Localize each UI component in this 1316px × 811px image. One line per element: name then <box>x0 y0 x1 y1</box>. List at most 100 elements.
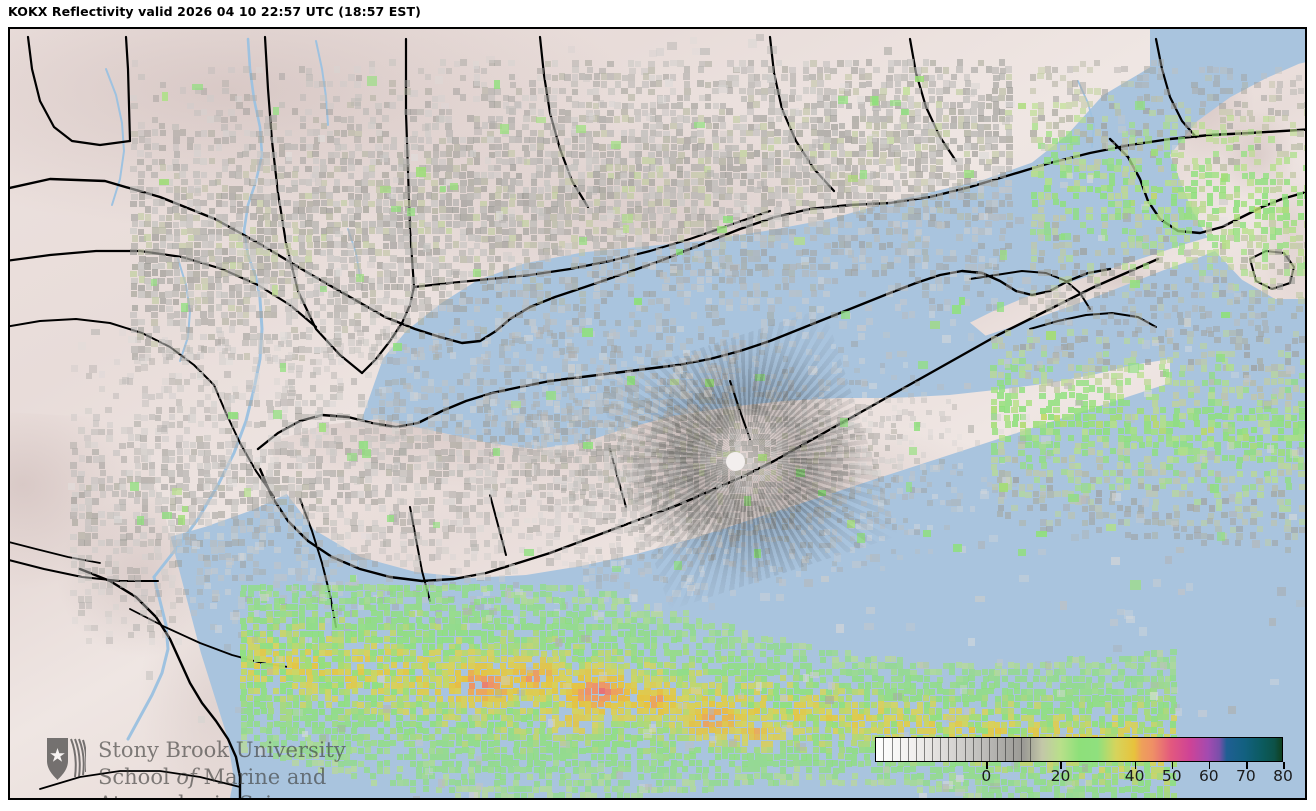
reflectivity-pixel <box>529 136 536 144</box>
reflectivity-pixel <box>263 151 270 159</box>
reflectivity-pixel <box>259 568 266 576</box>
reflectivity-pixel <box>222 276 229 283</box>
reflectivity-pixel <box>991 165 999 173</box>
reflectivity-pixel <box>539 483 546 491</box>
reflectivity-pixel <box>334 318 341 325</box>
reflectivity-pixel <box>760 123 767 130</box>
reflectivity-pixel <box>242 206 250 213</box>
reflectivity-pixel <box>648 186 656 194</box>
reflectivity-pixel <box>396 151 404 159</box>
reflectivity-pixel <box>718 115 725 123</box>
reflectivity-pixel <box>162 378 169 385</box>
reflectivity-pixel <box>141 386 149 393</box>
reflectivity-pixel <box>368 179 375 187</box>
reflectivity-pixel <box>357 525 365 532</box>
reflectivity-pixel <box>85 372 93 380</box>
reflectivity-pixel <box>831 262 838 269</box>
reflectivity-pixel <box>204 560 211 567</box>
reflectivity-pixel <box>334 165 341 172</box>
reflectivity-pixel <box>718 318 726 325</box>
reflectivity-pixel <box>712 241 719 248</box>
reflectivity-pixel <box>193 214 200 222</box>
reflectivity-pixel <box>221 124 228 131</box>
reflectivity-pixel <box>382 263 389 270</box>
reflectivity-pixel <box>880 263 888 270</box>
reflectivity-pixel <box>781 242 788 249</box>
reflectivity-pixel <box>823 94 830 101</box>
reflectivity-pixel <box>645 567 652 575</box>
reflectivity-pixel <box>277 172 284 180</box>
reflectivity-pixel <box>684 88 691 95</box>
reflectivity-pixel <box>154 476 162 484</box>
reflectivity-pixel <box>439 213 447 221</box>
reflectivity-pixel <box>336 413 343 420</box>
reflectivity-pixel <box>705 311 713 319</box>
reflectivity-pixel <box>215 291 223 298</box>
reflectivity-pixel <box>245 448 252 455</box>
reflectivity-pixel <box>348 332 355 339</box>
reflectivity-pixel <box>196 588 203 596</box>
reflectivity-pixel <box>956 144 963 151</box>
reflectivity-pixel <box>606 270 614 277</box>
reflectivity-pixel <box>901 179 909 186</box>
reflectivity-pixel <box>579 305 587 313</box>
reflectivity-pixel <box>907 143 914 150</box>
reflectivity-pixel <box>180 228 188 236</box>
radar-map[interactable]: Stony Brook University School of Marine … <box>8 27 1307 800</box>
reflectivity-pixel <box>495 122 502 129</box>
reflectivity-pixel <box>221 220 229 228</box>
reflectivity-pixel <box>921 81 929 88</box>
reflectivity-pixel <box>130 200 137 208</box>
reflectivity-pixel <box>431 193 438 200</box>
reflectivity-pixel <box>592 157 599 164</box>
reflectivity-pixel <box>362 165 370 173</box>
reflectivity-pixel <box>509 164 516 171</box>
reflectivity-pixel <box>495 277 503 284</box>
reflectivity-pixel <box>285 256 293 263</box>
reflectivity-pixel <box>270 199 278 206</box>
reflectivity-pixel <box>201 318 208 325</box>
reflectivity-pixel <box>154 442 161 450</box>
reflectivity-pixel <box>312 157 320 165</box>
reflectivity-pixel <box>432 123 439 130</box>
reflectivity-pixel <box>246 399 253 407</box>
reflectivity-pixel <box>474 227 482 234</box>
reflectivity-pixel <box>498 351 506 358</box>
reflectivity-pixel <box>404 186 412 193</box>
reflectivity-pixel <box>235 305 242 313</box>
reflectivity-pixel <box>285 298 293 306</box>
reflectivity-pixel <box>263 277 270 284</box>
reflectivity-pixel <box>390 242 397 249</box>
reflectivity-pixel <box>417 136 425 144</box>
reflectivity-pixel <box>880 213 887 221</box>
reflectivity-pixel <box>635 346 642 353</box>
reflectivity-pixel <box>414 518 421 526</box>
reflectivity-pixel <box>872 150 880 158</box>
reflectivity-pixel <box>725 81 733 88</box>
reflectivity-pixel <box>655 235 663 243</box>
reflectivity-pixel <box>872 109 880 117</box>
reflectivity-pixel <box>544 193 552 200</box>
reflectivity-pixel <box>817 136 825 143</box>
reflectivity-pixel <box>844 89 851 96</box>
reflectivity-pixel <box>127 434 135 441</box>
reflectivity-pixel <box>176 448 184 455</box>
reflectivity-pixel <box>977 269 985 276</box>
reflectivity-pixel <box>473 66 480 73</box>
reflectivity-pixel <box>914 123 921 131</box>
reflectivity-pixel <box>558 306 565 313</box>
reflectivity-pixel <box>902 362 909 368</box>
reflectivity-pixel <box>613 242 620 249</box>
reflectivity-pixel <box>285 340 293 347</box>
reflectivity-pixel <box>515 130 523 137</box>
reflectivity-pixel <box>628 151 636 158</box>
reflectivity-pixel <box>676 102 684 109</box>
reflectivity-pixel <box>158 158 166 166</box>
reflectivity-pixel <box>348 164 355 171</box>
reflectivity-pixel <box>718 193 726 201</box>
reflectivity-pixel <box>446 206 453 214</box>
reflectivity-pixel <box>691 164 698 171</box>
reflectivity-pixel <box>553 483 561 491</box>
reflectivity-pixel <box>642 242 649 249</box>
reflectivity-pixel <box>425 249 433 256</box>
